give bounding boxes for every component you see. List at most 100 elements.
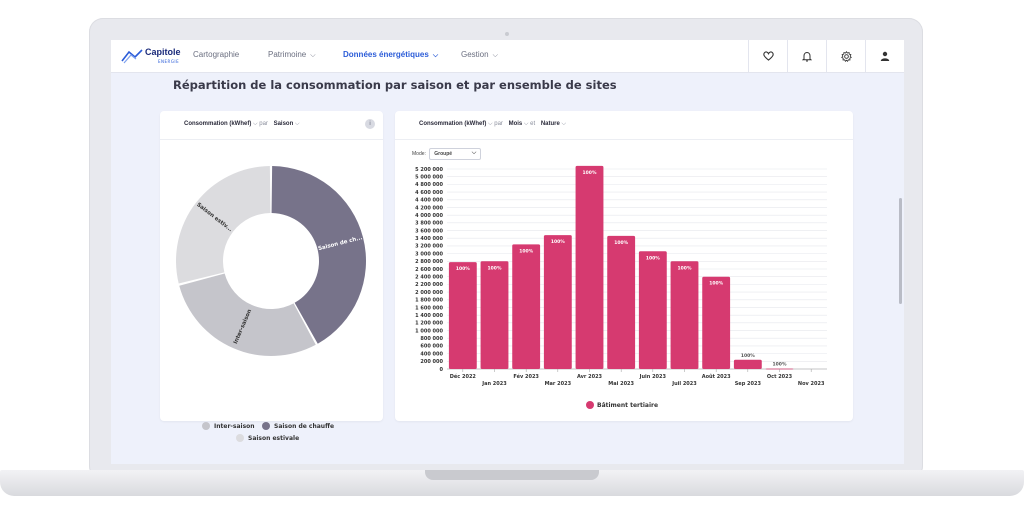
x-tick-label: Août 2023 (702, 373, 731, 380)
legend-swatch (202, 422, 210, 430)
y-tick-label: 1 400 000 (415, 313, 443, 319)
dimension-selector[interactable]: Mois (508, 121, 523, 127)
chevron-down-icon: ⌵ (432, 52, 439, 59)
bar (480, 261, 509, 369)
y-tick-label: 1 600 000 (415, 305, 443, 311)
legend-label: Saison estivale (248, 434, 300, 442)
x-tick-label: Nov 2023 (798, 381, 825, 387)
x-tick-label: Sep 2023 (735, 381, 762, 387)
x-tick-label: Mai 2023 (608, 381, 634, 387)
y-tick-label: 3 800 000 (415, 221, 443, 227)
y-tick-label: 1 000 000 (415, 328, 443, 334)
scrollbar[interactable] (899, 198, 902, 304)
y-tick-label: 2 800 000 (415, 259, 443, 265)
nav-donnees-energetiques[interactable]: Données énergétiques ⌵ (343, 50, 439, 59)
notifications-button[interactable] (787, 40, 826, 72)
x-tick-label: Mar 2023 (545, 381, 572, 387)
y-tick-label: 4 000 000 (415, 213, 443, 219)
y-tick-label: 4 800 000 (415, 182, 443, 188)
x-tick-label: Avr 2023 (577, 374, 603, 380)
monthly-card-controls: Consommation (kWhef) ⌵ par Mois ⌵ et Nat… (419, 121, 566, 128)
metric-selector[interactable]: Consommation (kWhef) (184, 121, 252, 127)
chevron-down-icon: ⌵ (253, 121, 260, 127)
x-tick-label: Oct 2023 (767, 374, 793, 380)
chevron-down-icon: ⌵ (471, 150, 477, 156)
donut-slice (176, 166, 271, 284)
bar-data-label: 100% (646, 255, 660, 261)
chevron-down-icon: ⌵ (310, 52, 316, 59)
y-tick-label: 3 400 000 (415, 236, 443, 242)
season-card: Consommation (kWhef) ⌵ par Saison ⌵ i Sa… (160, 111, 383, 442)
app-screen: Capitole ENERGIE Cartographie Patrimoine… (111, 40, 904, 464)
mode-value: Groupé (434, 151, 453, 157)
favorites-button[interactable] (748, 40, 787, 72)
bar (733, 359, 762, 369)
bar-data-label: 100% (551, 239, 565, 245)
donut-slice (179, 273, 316, 356)
nav-patrimoine[interactable]: Patrimoine ⌵ (268, 50, 316, 59)
top-navigation: Capitole ENERGIE Cartographie Patrimoine… (111, 40, 904, 73)
legend-label: Inter-saison (214, 422, 255, 430)
bar-data-label: 100% (773, 362, 787, 368)
y-tick-label: 3 200 000 (415, 244, 443, 250)
y-tick-label: 3 000 000 (415, 251, 443, 257)
dimension2-selector[interactable]: Nature (540, 121, 560, 127)
brand-logo[interactable]: Capitole ENERGIE (121, 46, 181, 66)
x-tick-label: Jan 2023 (481, 381, 507, 387)
bell-icon (802, 51, 812, 61)
bar-data-label: 100% (519, 248, 533, 254)
account-button[interactable] (865, 40, 904, 72)
bar-data-label: 100% (583, 170, 597, 176)
bar-data-label: 100% (488, 265, 502, 271)
y-tick-label: 3 600 000 (415, 228, 443, 234)
and-label: et (530, 121, 536, 127)
y-tick-label: 5 000 000 (415, 174, 443, 180)
chevron-down-icon: ⌵ (492, 52, 498, 59)
by-label: par (259, 121, 268, 127)
chevron-down-icon: ⌵ (523, 121, 531, 127)
bar (543, 235, 572, 369)
bar (512, 244, 541, 369)
y-tick-label: 2 600 000 (415, 267, 443, 273)
x-tick-label: Fév 2023 (513, 373, 539, 380)
settings-button[interactable] (826, 40, 865, 72)
bar-data-label: 100% (741, 353, 755, 359)
user-icon (880, 51, 890, 61)
legend-item[interactable]: Saison estivale (236, 434, 299, 442)
metric-selector[interactable]: Consommation (kWhef) (419, 121, 487, 127)
card-header: Consommation (kWhef) ⌵ par Saison ⌵ i (160, 111, 383, 140)
mode-select[interactable]: Groupé ⌵ (429, 148, 482, 160)
mode-control: Mode: Groupé ⌵ (412, 148, 482, 160)
logo-icon (121, 49, 143, 64)
nav-gestion[interactable]: Gestion ⌵ (461, 50, 498, 59)
bar (575, 165, 604, 369)
bar-legend[interactable]: Bâtiment tertiaire (586, 401, 658, 409)
x-tick-label: Juin 2023 (639, 374, 667, 380)
info-icon[interactable]: i (365, 119, 375, 129)
season-card-controls: Consommation (kWhef) ⌵ par Saison ⌵ (184, 121, 300, 128)
laptop-notch (425, 470, 599, 480)
bar-data-label: 100% (709, 281, 723, 287)
brand-subtitle: ENERGIE (158, 59, 180, 64)
monthly-card: Consommation (kWhef) ⌵ par Mois ⌵ et Nat… (395, 111, 853, 421)
donut-slice (271, 166, 366, 344)
y-tick-label: 0 (440, 367, 444, 373)
legend-item[interactable]: Inter-saison (202, 422, 255, 430)
page-title: Répartition de la consommation par saiso… (173, 78, 617, 92)
heart-icon (762, 51, 774, 61)
bar (702, 276, 731, 369)
dimension-selector[interactable]: Saison (273, 121, 294, 127)
nav-cartographie[interactable]: Cartographie (193, 50, 240, 59)
y-tick-label: 4 400 000 (415, 198, 443, 204)
legend-label: Bâtiment tertiaire (597, 402, 658, 409)
y-tick-label: 800 000 (420, 336, 443, 342)
by-label: par (494, 121, 503, 127)
bar-data-label: 100% (614, 240, 628, 246)
bar (448, 262, 477, 369)
y-tick-label: 5 200 000 (415, 167, 443, 173)
legend-item[interactable]: Saison de chauffe (262, 422, 334, 430)
camera-dot (505, 32, 509, 36)
legend-swatch (262, 422, 270, 430)
y-tick-label: 4 600 000 (415, 190, 443, 196)
